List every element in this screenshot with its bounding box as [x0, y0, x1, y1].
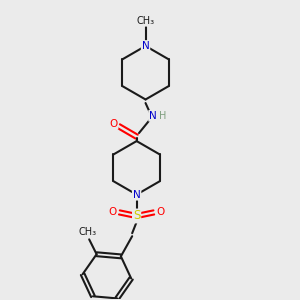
Text: N: N: [149, 111, 157, 121]
Text: O: O: [109, 207, 117, 217]
Text: CH₃: CH₃: [136, 16, 154, 26]
Text: S: S: [133, 209, 140, 223]
Text: O: O: [156, 207, 164, 217]
Text: N: N: [142, 41, 149, 51]
Text: H: H: [159, 111, 166, 121]
Text: CH₃: CH₃: [79, 227, 97, 237]
Text: O: O: [109, 119, 118, 129]
Text: N: N: [133, 190, 140, 200]
